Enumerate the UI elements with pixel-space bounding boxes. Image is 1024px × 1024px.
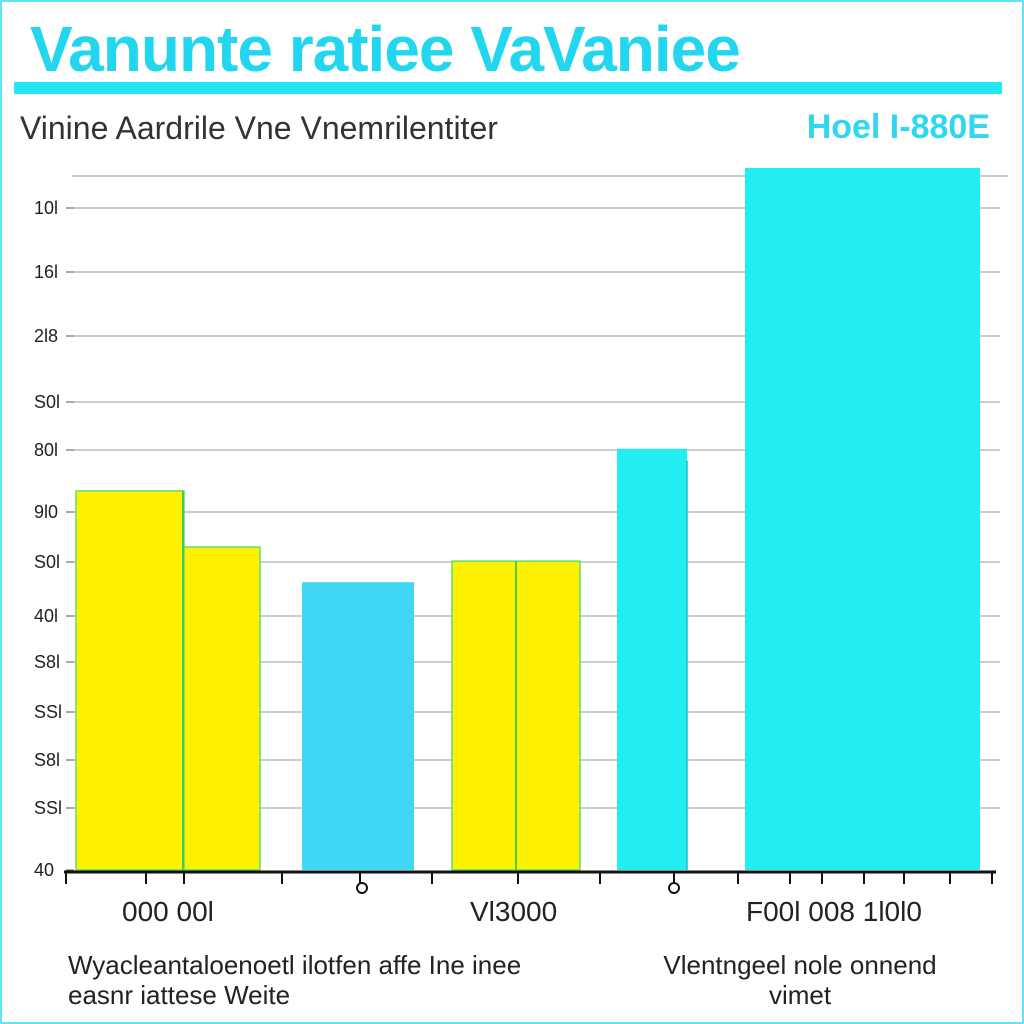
- bar: [617, 448, 687, 870]
- y-tick-label: SSl: [34, 798, 62, 818]
- x-marker: [668, 882, 680, 894]
- y-tick-label: 40l: [34, 606, 58, 626]
- y-tick-label: S8l: [34, 750, 60, 770]
- bar: [183, 546, 261, 871]
- y-tick-label: S0l: [34, 552, 60, 572]
- x-label-3: F00l 008 1l0l0: [746, 896, 922, 927]
- chart-title: Vanunte ratiee VaVaniee: [30, 13, 741, 85]
- bar: [75, 490, 185, 871]
- footnote-right: Vlentngeel nole onnend vimet: [663, 950, 937, 1010]
- chart-subtitle: Vinine Aardrile Vne Vnemrilentiter: [20, 110, 498, 146]
- y-tick-label: 16l: [34, 262, 58, 282]
- footnote-left: Wyacleantaloenoetl ilotfen affe Ine inee…: [68, 950, 522, 1010]
- bar: [451, 560, 517, 871]
- x-marker: [356, 882, 368, 894]
- y-tick-label: S0l: [34, 392, 60, 412]
- y-tick-label: 2l8: [34, 326, 58, 346]
- y-tick-label: 9l0: [34, 502, 58, 522]
- title-rule: [14, 82, 1002, 94]
- y-tick-label: S8l: [34, 652, 60, 672]
- chart-badge: Hoel I-880E: [806, 108, 990, 146]
- bar: [515, 560, 581, 871]
- y-tick-label: 10l: [34, 198, 58, 218]
- y-tick-label: 40: [34, 860, 54, 880]
- x-label-2: Vl3000: [470, 896, 558, 927]
- y-tick-label: SSl: [34, 702, 62, 722]
- y-tick-label: 80l: [34, 440, 58, 460]
- bar: [745, 168, 980, 870]
- bar: [302, 582, 414, 870]
- x-label-1: 000 00l: [122, 896, 214, 927]
